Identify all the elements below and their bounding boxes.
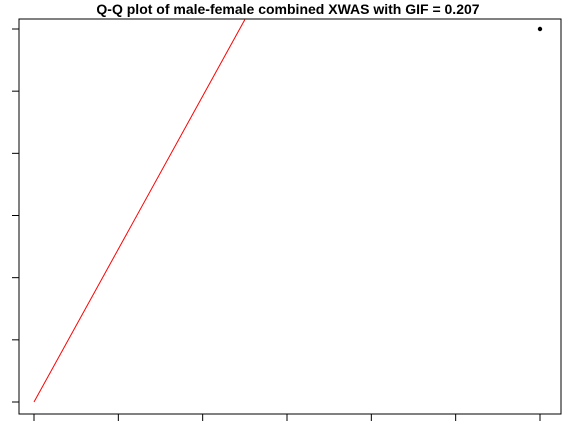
reference-line xyxy=(33,19,246,403)
x-axis-ticks xyxy=(33,414,541,421)
y-axis-ticks xyxy=(12,28,19,403)
plot-area xyxy=(33,19,543,403)
data-point xyxy=(537,26,543,32)
chart-title: Q-Q plot of male-female combined XWAS wi… xyxy=(96,1,479,17)
plot-frame xyxy=(18,18,562,415)
